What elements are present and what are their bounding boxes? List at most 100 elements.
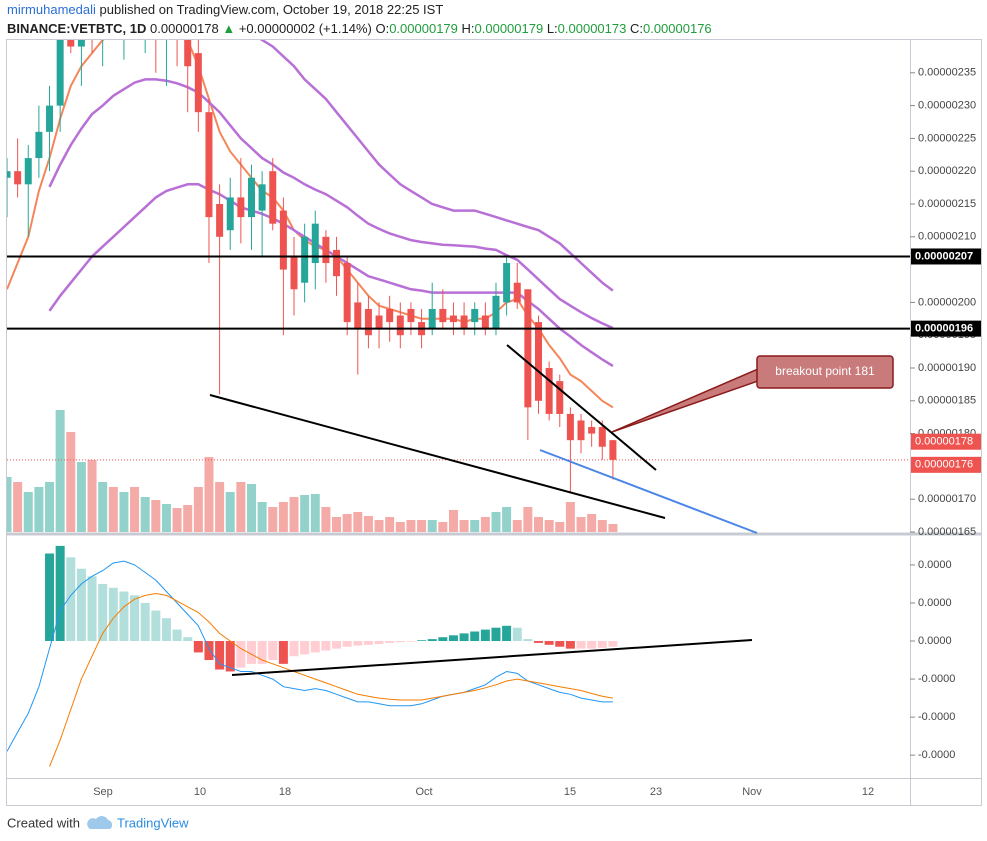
volume-bar (23, 492, 33, 532)
histogram-bar (98, 583, 108, 642)
volume-bar (13, 482, 23, 532)
candle-body (333, 249, 341, 277)
y-tick-label: 0.00000200 (918, 296, 976, 308)
y-tick-label: 0.00000230 (918, 100, 976, 112)
ohlc-c: C:0.00000176 (630, 21, 712, 36)
volume-bar (565, 502, 575, 532)
time-label: 12 (862, 786, 874, 798)
histogram-bar (108, 587, 118, 642)
histogram-bar (342, 641, 352, 647)
level-label: 0.00000196 (915, 323, 973, 335)
volume-bar (108, 487, 118, 532)
y-tick-label: 0.00000190 (918, 362, 976, 374)
candle-body (545, 368, 553, 414)
candle-body (439, 308, 447, 323)
candle-body (609, 440, 617, 460)
volume-bar (236, 482, 246, 532)
candle-body (131, 0, 138, 14)
histogram-bar (502, 625, 512, 642)
candle-body (598, 427, 606, 447)
publish-line: mirmuhamedali published on TradingView.c… (7, 2, 443, 17)
level-label: 0.00000207 (915, 250, 973, 262)
histogram-bar (236, 641, 246, 668)
histogram-bar (215, 641, 225, 670)
volume-bar (363, 516, 373, 532)
candle-body (524, 289, 532, 408)
histogram-bar (87, 576, 97, 642)
histogram-bar (332, 641, 342, 649)
candle-body (46, 105, 54, 132)
candle-body (556, 381, 564, 414)
time-label: Oct (415, 786, 432, 798)
ohlc-o: O:0.00000179 (375, 21, 457, 36)
candle-body (386, 308, 394, 323)
candle-body (279, 210, 287, 270)
histogram-bar (300, 641, 310, 655)
ohlc-key: L: (546, 21, 558, 36)
volume-bar (576, 517, 586, 532)
histogram-bar (278, 641, 288, 664)
volume-bar (34, 487, 44, 532)
histogram-bar (427, 639, 437, 642)
volume-bar (427, 520, 437, 532)
time-label: 10 (194, 786, 206, 798)
time-axis: Sep 10 18 Oct 15 23 Nov 12 (93, 786, 874, 798)
candle-body (449, 315, 457, 323)
trend-line (209, 394, 666, 519)
candle-body (163, 7, 170, 27)
trend-line (539, 449, 758, 534)
created-with: Created with (7, 815, 80, 830)
candle-body (364, 308, 372, 336)
histogram-bar (438, 637, 448, 642)
candle-body (375, 315, 383, 329)
histogram-bar (76, 568, 86, 642)
author[interactable]: mirmuhamedali (7, 2, 96, 17)
volume-bar (289, 497, 299, 532)
candle-body (258, 184, 266, 211)
candle-body (322, 236, 330, 264)
histogram-bar (268, 641, 278, 661)
ohlc-value: 0.00000179 (389, 21, 458, 36)
volume-bar (278, 502, 288, 532)
price-axis: 0.00000235 0.00000230 0.00000225 0.00000220… (910, 67, 981, 761)
time-label: Nov (742, 786, 762, 798)
histogram-bar (470, 631, 480, 642)
level-label-box (911, 320, 981, 337)
histogram-bar (491, 627, 501, 642)
volume-bar (608, 524, 618, 532)
price-pane (7, 0, 910, 532)
y-tick-label: 0.00000235 (918, 67, 976, 79)
histogram-bar (395, 641, 405, 643)
frame (6, 39, 982, 806)
candle-body (492, 295, 500, 329)
volume-bar (342, 514, 352, 532)
price-label-box (911, 433, 981, 450)
ohlc-l: L:0.00000173 (547, 21, 627, 36)
candle-body (396, 315, 404, 336)
symbol: BINANCE:VETBTC, 1D (7, 21, 147, 36)
histogram-bar (480, 629, 490, 642)
ema-line (7, 40, 614, 409)
y-tick-label: 0.0000 (918, 597, 952, 609)
histogram-bar (45, 553, 55, 642)
y-tick-label: 0.00000170 (918, 493, 976, 505)
volume-bar (193, 487, 203, 532)
histogram-bar (385, 641, 395, 643)
time-label: 18 (279, 786, 291, 798)
histogram-bar (310, 641, 320, 653)
volume-bar (491, 512, 501, 532)
band-line (259, 40, 614, 292)
volume-bar (151, 500, 161, 532)
price-label: 0.00000176 (915, 459, 973, 471)
time-label: Sep (93, 786, 113, 798)
brand[interactable]: TradingView (117, 815, 189, 830)
volume-bar (300, 495, 310, 532)
histogram-bar (363, 641, 373, 645)
histogram-bar (246, 641, 256, 664)
volume-bar (321, 507, 331, 532)
histogram-bar (55, 545, 65, 642)
volume-bar (76, 462, 86, 532)
y-tick-label: -0.0000 (918, 711, 955, 723)
y-tick-label: -0.0000 (918, 749, 955, 761)
histogram-bar (512, 627, 522, 642)
